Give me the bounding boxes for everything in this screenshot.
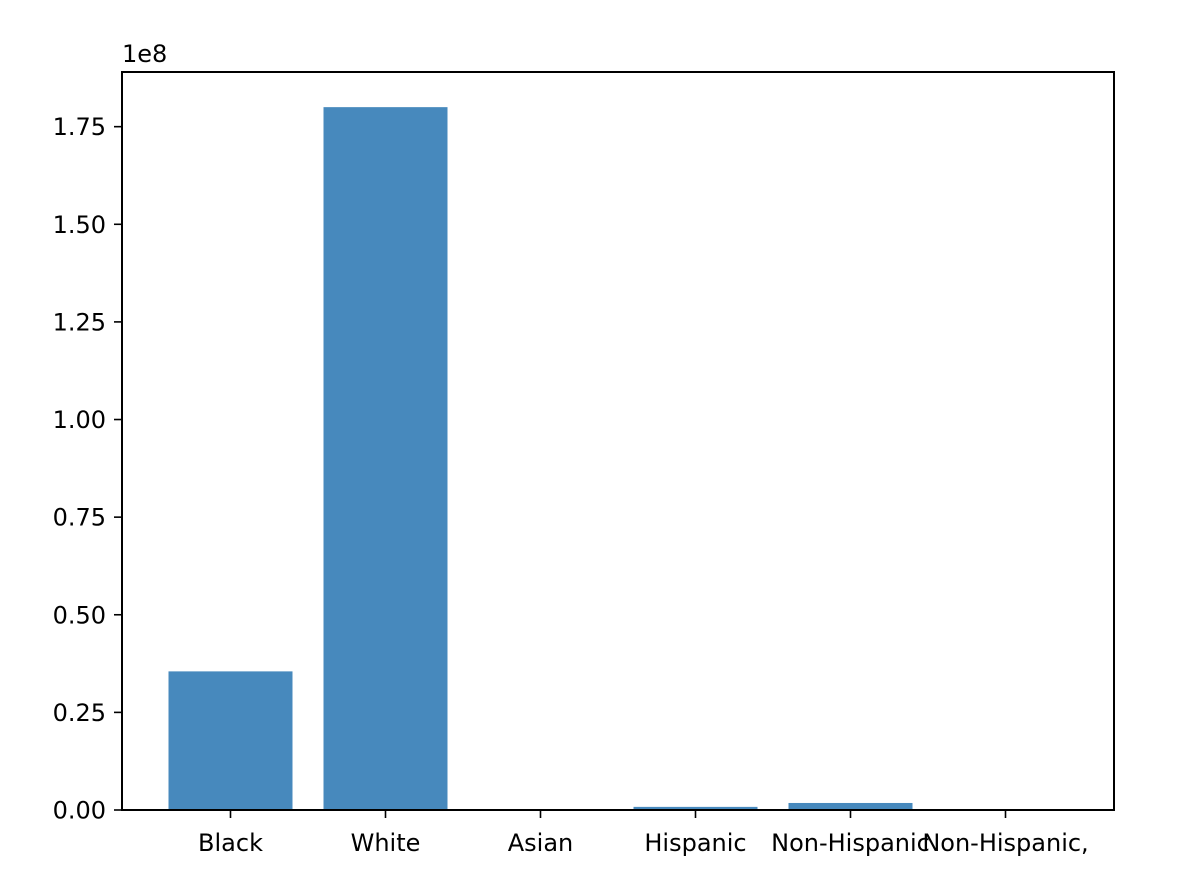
- x-tick-label: Black: [198, 829, 263, 857]
- y-tick-label: 1.00: [53, 406, 106, 434]
- bar-black: [168, 671, 293, 810]
- x-tick-label: Non-Hispanic: [771, 829, 930, 857]
- y-tick-label: 0.25: [53, 699, 106, 727]
- bars-layer: [168, 107, 913, 810]
- y-tick-label: 1.25: [53, 308, 106, 336]
- y-tick-label: 1.75: [53, 113, 106, 141]
- x-axis: Black White Asian Hispanic Non-HispanicNon-H…: [198, 810, 1089, 857]
- plot-frame: [121, 71, 1115, 811]
- bar-white: [323, 107, 448, 810]
- x-tick-label: Asian: [508, 829, 574, 857]
- y-tick-label: 0.00: [53, 797, 106, 825]
- bar-hispanic: [633, 806, 758, 810]
- y-tick-label: 0.50: [53, 601, 106, 629]
- x-tick-label: White: [351, 829, 421, 857]
- bar-non-hispanic: [788, 802, 913, 810]
- x-tick-label: Hispanic: [644, 829, 746, 857]
- y-tick-label: 1.50: [53, 211, 106, 239]
- y-tick-label: 0.75: [53, 504, 106, 532]
- y-axis: 0.00 0.25 0.50 0.75 1.00 1.25 1.50 1.75: [53, 113, 122, 825]
- y-axis-offset-label: 1e8: [122, 40, 167, 68]
- x-tick-label: Non-Hispanic,: [922, 829, 1088, 857]
